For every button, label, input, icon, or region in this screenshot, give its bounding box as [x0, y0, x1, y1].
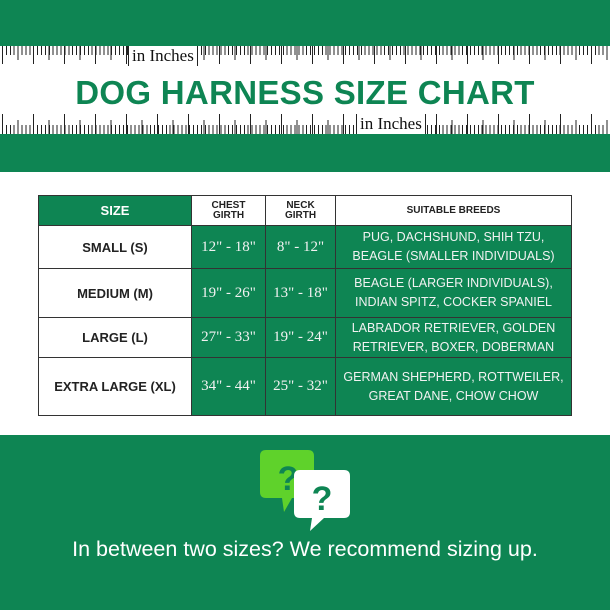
neck-cell: 13" - 18" — [265, 268, 336, 318]
ruler-banner: in Inches DOG HARNESS SIZE CHART in Inch… — [0, 46, 610, 134]
breeds-line: INDIAN SPITZ, COCKER SPANIEL — [354, 295, 553, 309]
top-band — [0, 0, 610, 46]
breeds-cell: PUG, DACHSHUND, SHIH TZU, BEAGLE (SMALLER… — [335, 225, 572, 269]
svg-text:?: ? — [312, 480, 333, 518]
breeds-cell: GERMAN SHEPHERD, ROTTWEILER, GREAT DANE, … — [335, 357, 572, 416]
breeds-line: LABRADOR RETRIEVER, GOLDEN — [351, 320, 556, 335]
header-size: SIZE — [38, 195, 192, 226]
header-chest: CHEST GIRTH — [191, 195, 266, 226]
size-cell: LARGE (L) — [38, 317, 192, 358]
breeds-line: GREAT DANE, CHOW CHOW — [368, 388, 539, 403]
breeds-line: BEAGLE (LARGER INDIVIDUALS), — [354, 276, 553, 290]
breeds-line: PUG, DACHSHUND, SHIH TZU, — [362, 230, 545, 244]
table-row: MEDIUM (M) 19" - 26" 13" - 18" BEAGLE (L… — [38, 268, 572, 318]
header-breeds: SUITABLE BREEDS — [335, 195, 572, 226]
header-neck-line2: GIRTH — [284, 209, 317, 221]
chest-cell: 27" - 33" — [191, 317, 266, 358]
header-neck-line1: NECK — [286, 199, 315, 211]
question-speech-bubbles-icon: ? ? — [260, 450, 350, 531]
size-table: SIZE CHEST GIRTH NECK GIRTH SUITABLE BREED… — [38, 195, 572, 416]
unit-label-top: in Inches — [128, 46, 198, 66]
table-row: EXTRA LARGE (XL) 34" - 44" 25" - 32" GER… — [38, 357, 572, 416]
chest-cell: 19" - 26" — [191, 268, 266, 318]
breeds-cell: LABRADOR RETRIEVER, GOLDEN RETRIEVER, BOX… — [335, 317, 572, 358]
table-row: LARGE (L) 27" - 33" 19" - 24" LABRADOR R… — [38, 317, 572, 358]
size-cell: EXTRA LARGE (XL) — [38, 357, 192, 416]
header-neck: NECK GIRTH — [265, 195, 336, 226]
size-cell: SMALL (S) — [38, 225, 192, 269]
page-title: DOG HARNESS SIZE CHART — [75, 74, 535, 111]
neck-cell: 8" - 12" — [265, 225, 336, 269]
neck-cell: 25" - 32" — [265, 357, 336, 416]
svg-text:?: ? — [278, 460, 299, 498]
chest-cell: 34" - 44" — [191, 357, 266, 416]
breeds-line: BEAGLE (SMALLER INDIVIDUALS) — [352, 249, 555, 263]
ruler-ticks-bottom — [0, 114, 610, 134]
ruler-ticks-top — [0, 46, 610, 66]
header-chest-line2: GIRTH — [212, 209, 245, 221]
table-row: SMALL (S) 12" - 18" 8" - 12" PUG, DACHSH… — [38, 225, 572, 269]
breeds-cell: BEAGLE (LARGER INDIVIDUALS), INDIAN SPITZ… — [335, 268, 572, 318]
footer-text: In between two sizes? We recommend sizin… — [72, 537, 538, 561]
size-cell: MEDIUM (M) — [38, 268, 192, 318]
neck-cell: 19" - 24" — [265, 317, 336, 358]
mid-band — [0, 134, 610, 172]
table-header: SIZE CHEST GIRTH NECK GIRTH SUITABLE BREED… — [38, 195, 572, 226]
breeds-line: GERMAN SHEPHERD, ROTTWEILER, — [343, 369, 564, 384]
header-chest-line1: CHEST — [211, 199, 246, 211]
breeds-line: RETRIEVER, BOXER, DOBERMAN — [352, 339, 555, 354]
white-bubble — [294, 470, 350, 531]
chest-cell: 12" - 18" — [191, 225, 266, 269]
unit-label-bottom: in Inches — [356, 114, 426, 134]
